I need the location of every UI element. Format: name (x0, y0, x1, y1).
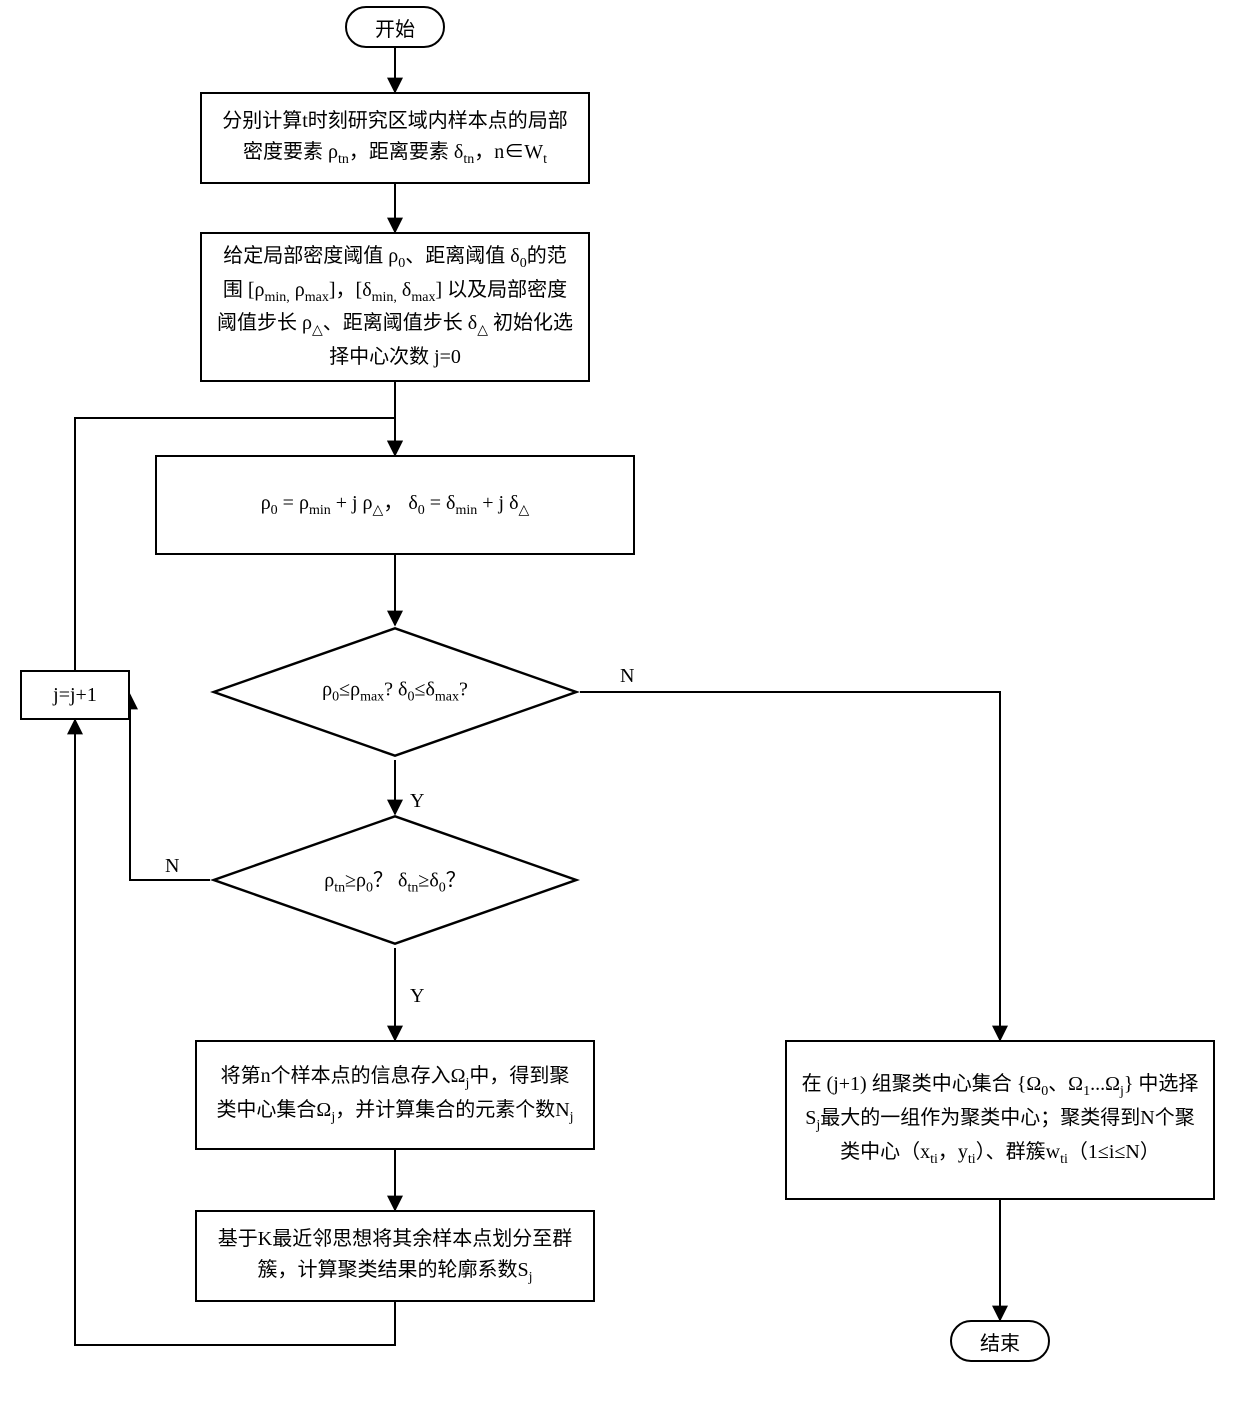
d1-label: ρ0≤ρmax? δ0≤δmax? (210, 679, 580, 706)
edge-d1-n6 (580, 692, 1000, 1040)
n2-label: 给定局部密度阈值 ρ0、距离阈值 δ0的范围 [ρmin, ρmax]，[δmi… (216, 241, 574, 373)
end-label: 结束 (980, 1327, 1020, 1356)
jinc-process: j=j+1 (20, 670, 130, 720)
d2-decision: ρtn≥ρ0？ δtn≥δ0？ (210, 815, 580, 945)
end-terminator: 结束 (950, 1320, 1050, 1362)
n5-label: 基于K最近邻思想将其余样本点划分至群簇，计算聚类结果的轮廓系数Sj (211, 1224, 579, 1289)
edge-d2-jinc (130, 695, 210, 880)
n5-process: 基于K最近邻思想将其余样本点划分至群簇，计算聚类结果的轮廓系数Sj (195, 1210, 595, 1302)
edge-label-d2-jinc: N (165, 855, 179, 878)
n1-label: 分别计算t时刻研究区域内样本点的局部密度要素 ρtn，距离要素 δtn，n∈Wt (216, 106, 574, 171)
d1-decision: ρ0≤ρmax? δ0≤δmax? (210, 627, 580, 757)
edges-layer (0, 0, 1240, 1428)
n3-label: ρ0 = ρmin + j ρ△， δ0 = δmin + j δ△ (171, 488, 619, 522)
n4-label: 将第n个样本点的信息存入Ωj中，得到聚类中心集合Ωj，并计算集合的元素个数Nj (211, 1061, 579, 1128)
n6-process: 在 (j+1) 组聚类中心集合 {Ω0、Ω1...Ωj} 中选择Sj最大的一组作… (785, 1040, 1215, 1200)
n3-process: ρ0 = ρmin + j ρ△， δ0 = δmin + j δ△ (155, 455, 635, 555)
edge-label-d2-n4: Y (410, 985, 424, 1008)
flowchart-canvas: 开始结束 分别计算t时刻研究区域内样本点的局部密度要素 ρtn，距离要素 δtn，… (0, 0, 1240, 1428)
jinc-label: j=j+1 (36, 680, 114, 711)
start-terminator: 开始 (345, 6, 445, 48)
n4-process: 将第n个样本点的信息存入Ωj中，得到聚类中心集合Ωj，并计算集合的元素个数Nj (195, 1040, 595, 1150)
n6-label: 在 (j+1) 组聚类中心集合 {Ω0、Ω1...Ωj} 中选择Sj最大的一组作… (801, 1069, 1199, 1170)
start-label: 开始 (375, 13, 415, 42)
d2-label: ρtn≥ρ0？ δtn≥δ0？ (210, 864, 580, 897)
edge-label-d1-n6: N (620, 665, 634, 688)
edge-label-d1-d2: Y (410, 790, 424, 813)
n1-process: 分别计算t时刻研究区域内样本点的局部密度要素 ρtn，距离要素 δtn，n∈Wt (200, 92, 590, 184)
n2-process: 给定局部密度阈值 ρ0、距离阈值 δ0的范围 [ρmin, ρmax]，[δmi… (200, 232, 590, 382)
